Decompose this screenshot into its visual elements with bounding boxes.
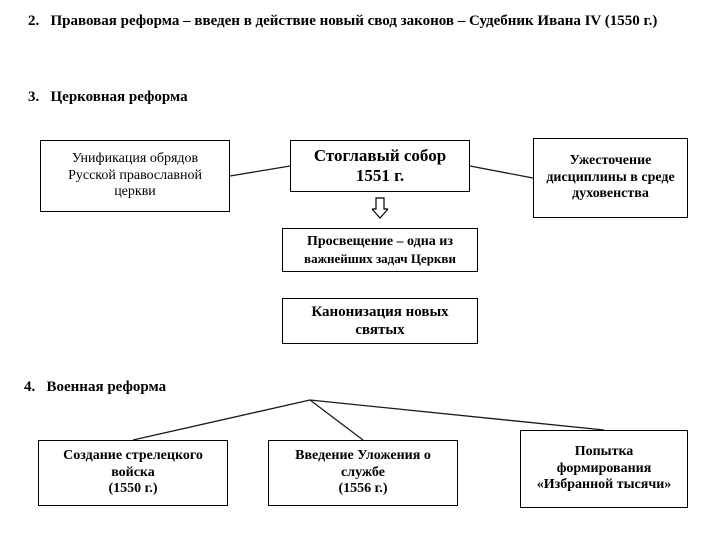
box-canonization: Канонизация новых святых xyxy=(282,298,478,344)
section-4-heading: 4. Военная реформа xyxy=(24,378,166,397)
arrow-down-icon xyxy=(372,197,388,219)
box-enlightenment: Просвещение – одна из важнейших задач Це… xyxy=(282,228,478,272)
box-stoglav: Стоглавый собор 1551 г. xyxy=(290,140,470,192)
box-unification-text: Унификация обрядов Русской православной … xyxy=(47,151,223,201)
box-ulozhenie: Введение Уложения о службе (1556 г.) xyxy=(268,440,458,506)
box-izbrannaya: Попытка формирования «Избранной тысячи» xyxy=(520,430,688,508)
section-3-text: Церковная реформа xyxy=(51,89,188,105)
section-4-number: 4. xyxy=(24,379,35,395)
box-unification: Унификация обрядов Русской православной … xyxy=(40,140,230,212)
section-2-text: Правовая реформа – введен в действие нов… xyxy=(51,13,658,29)
section-4-text: Военная реформа xyxy=(47,379,167,395)
box-ulozhenie-text: Введение Уложения о службе (1556 г.) xyxy=(275,448,451,498)
box-discipline-text: Ужесточение дисциплины в среде духовенст… xyxy=(540,153,681,203)
section-3-heading: 3. Церковная реформа xyxy=(28,88,188,107)
section-2-number: 2. xyxy=(28,13,39,29)
box-canon-text: Канонизация новых святых xyxy=(289,303,471,339)
box-izbrannaya-text: Попытка формирования «Избранной тысячи» xyxy=(527,444,681,494)
box-enlight-bold: Просвещение – одна из xyxy=(307,234,453,251)
section-2-heading: 2. Правовая реформа – введен в действие … xyxy=(28,12,688,31)
section-3-number: 3. xyxy=(28,89,39,105)
box-streltsy-text: Создание стрелецкого войска (1550 г.) xyxy=(45,448,221,498)
box-discipline: Ужесточение дисциплины в среде духовенст… xyxy=(533,138,688,218)
box-streltsy: Создание стрелецкого войска (1550 г.) xyxy=(38,440,228,506)
box-stoglav-text: Стоглавый собор 1551 г. xyxy=(297,146,463,187)
box-enlight-rest: важнейших задач Церкви xyxy=(304,251,456,267)
